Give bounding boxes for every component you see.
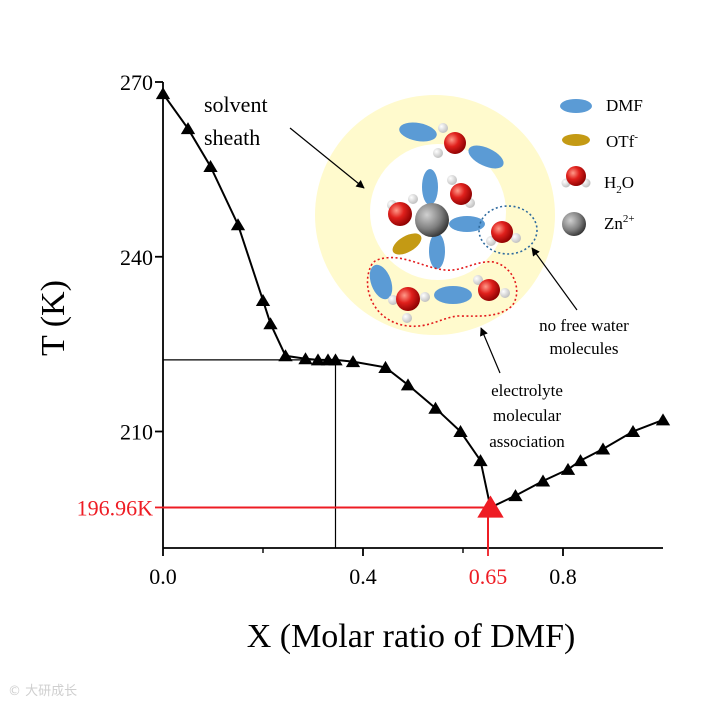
data-point-marker xyxy=(625,425,641,438)
association-label-line3: association xyxy=(489,432,565,451)
association-label-line1: electrolyte xyxy=(491,381,563,400)
dmf-molecule xyxy=(449,216,485,232)
legend: DMF OTf- H2O Zn2+ xyxy=(560,96,643,236)
x-axis-title: X (Molar ratio of DMF) xyxy=(247,618,576,655)
data-point-marker xyxy=(508,489,523,502)
data-point-marker xyxy=(203,159,218,172)
dmf-molecule xyxy=(399,122,437,142)
dmf-legend-icon xyxy=(560,99,592,113)
no-free-water-label-line1: no free water xyxy=(539,316,629,335)
association-arrow xyxy=(480,327,501,374)
data-point-marker xyxy=(453,425,468,438)
otf-legend-icon xyxy=(562,134,590,146)
free-water-outline xyxy=(478,205,538,255)
water-molecule xyxy=(387,194,418,226)
x-tick-label: 0.0 xyxy=(149,564,177,589)
solvent-sheath-label-line2: sheath xyxy=(204,125,260,150)
data-point-marker xyxy=(155,87,171,100)
axes xyxy=(162,82,663,549)
data-point-marker xyxy=(400,378,416,391)
association-label-line2: molecular xyxy=(493,406,561,425)
no-free-water-label-line2: molecules xyxy=(550,339,619,358)
data-point-marker xyxy=(345,355,361,368)
dmf-molecule xyxy=(422,169,438,205)
guide-lines xyxy=(163,359,489,548)
data-point-marker xyxy=(255,293,271,306)
water-molecule xyxy=(473,275,510,301)
data-point-marker xyxy=(535,474,551,487)
otf-anion xyxy=(392,233,422,255)
x-tick-labels: 0.0 0.4 0.65 0.8 xyxy=(149,564,577,589)
zinc-legend-icon xyxy=(562,212,586,236)
data-point-marker xyxy=(230,218,246,231)
dmf-molecule xyxy=(429,233,445,269)
annotations: solvent sheath no free water molecules e… xyxy=(204,92,629,451)
water-molecule xyxy=(433,123,466,158)
y-tick-label-eutectic: 196.96K xyxy=(77,495,154,520)
legend-label-water: H2O xyxy=(604,173,634,196)
data-point-marker xyxy=(328,353,343,366)
water-molecule xyxy=(447,175,475,208)
data-point-marker xyxy=(595,442,611,455)
x-tick-label: 0.4 xyxy=(349,564,377,589)
dmf-molecule xyxy=(369,264,393,300)
y-tick-label: 210 xyxy=(120,420,153,445)
y-tick-label: 240 xyxy=(120,245,153,270)
legend-label-zinc: Zn2+ xyxy=(604,213,635,233)
axis-ticks xyxy=(155,81,564,556)
y-tick-labels: 270 240 210 196.96K xyxy=(77,70,154,520)
solvation-inset xyxy=(315,95,555,335)
water-legend-icon xyxy=(561,166,591,188)
data-point-marker xyxy=(560,462,576,475)
data-point-marker xyxy=(263,317,278,330)
data-point-marker xyxy=(180,122,196,135)
y-tick-label: 270 xyxy=(120,70,153,95)
zinc-ion xyxy=(415,203,449,237)
legend-label-otf: OTf- xyxy=(606,131,638,151)
data-point-marker xyxy=(473,454,488,467)
watermark: © 大研成长 xyxy=(8,684,78,699)
solvent-sheath-arrow xyxy=(289,127,365,189)
data-point-marker xyxy=(655,413,671,426)
legend-label-dmf: DMF xyxy=(606,96,643,115)
data-point-marker xyxy=(298,352,313,365)
data-point-marker xyxy=(573,454,588,467)
data-point-marker xyxy=(310,353,326,366)
solvent-sheath-label-line1: solvent xyxy=(204,92,268,117)
data-point-marker xyxy=(428,401,443,414)
x-tick-label-eutectic: 0.65 xyxy=(469,564,508,589)
data-point-marker xyxy=(378,360,393,373)
data-point-marker xyxy=(278,349,293,362)
y-axis-title: T (K) xyxy=(35,280,72,356)
no-free-water-arrow xyxy=(531,247,578,311)
dmf-molecule xyxy=(468,145,504,169)
x-tick-label: 0.8 xyxy=(549,564,577,589)
water-molecule xyxy=(486,221,521,246)
data-series xyxy=(155,87,671,518)
water-molecule xyxy=(388,287,430,323)
eutectic-point-marker xyxy=(477,495,504,518)
dmf-molecule xyxy=(434,286,472,304)
